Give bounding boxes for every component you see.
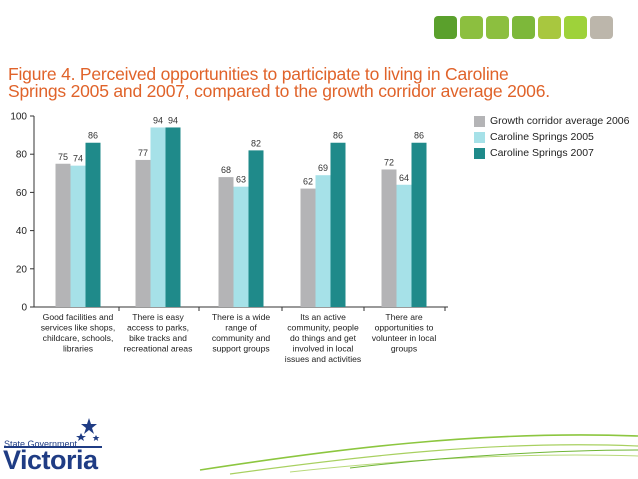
data-label: 86 <box>333 131 343 141</box>
legend-label: Caroline Springs 2007 <box>490 147 594 159</box>
bar <box>135 159 151 307</box>
data-label: 86 <box>414 131 424 141</box>
data-label: 64 <box>399 173 409 183</box>
bar <box>315 175 331 307</box>
bar <box>55 163 71 307</box>
y-tick-label: 40 <box>16 226 28 237</box>
data-label: 62 <box>303 177 313 187</box>
logo-rule <box>4 446 102 448</box>
category-label: recreational areas <box>124 344 193 354</box>
data-label: 94 <box>153 115 163 125</box>
bar <box>233 186 249 307</box>
figure-title-line-1: Figure 4. Perceived opportunities to par… <box>8 64 509 84</box>
decor-square <box>512 16 535 39</box>
legend-swatch <box>474 115 485 127</box>
figure-title: Figure 4. Perceived opportunities to par… <box>8 64 608 101</box>
category-label: volunteer in local <box>372 333 437 343</box>
bar <box>218 177 234 307</box>
decor-square <box>538 16 561 39</box>
data-label: 77 <box>138 148 148 158</box>
bar <box>411 142 427 307</box>
y-tick-label: 100 <box>10 112 27 123</box>
bar <box>300 188 316 307</box>
category-label: community and <box>212 333 270 343</box>
category-label: do things and get <box>290 333 357 343</box>
state-government-victoria-logo: State Government Victoria <box>3 413 103 475</box>
bar <box>150 127 166 308</box>
bar <box>330 142 346 307</box>
category-label: issues and activities <box>285 354 361 364</box>
legend-item: Growth corridor average 2006 <box>474 113 630 129</box>
y-tick-label: 0 <box>21 303 27 314</box>
legend-swatch <box>474 147 485 159</box>
bar <box>165 127 181 308</box>
data-label: 63 <box>236 175 246 185</box>
decor-square <box>564 16 587 39</box>
category-label: There are <box>385 312 422 322</box>
category-label: childcare, schools, <box>43 333 114 343</box>
data-label: 75 <box>58 152 68 162</box>
data-label: 69 <box>318 163 328 173</box>
category-label: There is a wide <box>212 312 270 322</box>
data-label: 86 <box>88 131 98 141</box>
decor-square <box>486 16 509 39</box>
data-label: 68 <box>221 165 231 175</box>
southern-cross-icon <box>76 418 100 441</box>
y-tick-label: 20 <box>16 264 28 275</box>
bar <box>70 165 86 307</box>
category-label: groups <box>391 344 417 354</box>
data-label: 74 <box>73 154 83 164</box>
legend-label: Caroline Springs 2005 <box>490 131 594 143</box>
category-label: There is easy <box>132 312 184 322</box>
legend-label: Growth corridor average 2006 <box>490 115 630 127</box>
decor-square <box>434 16 457 39</box>
y-tick-label: 80 <box>16 150 28 161</box>
decorative-squares <box>434 16 613 39</box>
category-label: libraries <box>63 344 93 354</box>
category-label: access to parks, <box>127 323 189 333</box>
figure-title-line-2: Springs 2005 and 2007, compared to the g… <box>8 81 550 101</box>
chart-legend: Growth corridor average 2006 Caroline Spr… <box>474 113 630 161</box>
logo-line-1: State Government <box>4 439 78 449</box>
category-label: community, people <box>287 323 359 333</box>
category-label: support groups <box>212 344 269 354</box>
y-tick-label: 60 <box>16 188 28 199</box>
bar-chart: 0 20 40 60 80 100 75 74 86 Good facilities andser… <box>10 112 448 364</box>
bar <box>381 169 397 307</box>
category-label: Good facilities and <box>43 312 114 322</box>
category-label: involved in local <box>293 344 354 354</box>
data-label: 82 <box>251 138 261 148</box>
legend-swatch <box>474 131 485 143</box>
category-label: services like shops, <box>41 323 116 333</box>
category-label: opportunities to <box>375 323 434 333</box>
data-label: 94 <box>168 115 178 125</box>
decorative-swooshes <box>199 434 638 475</box>
decor-square <box>590 16 613 39</box>
data-label: 72 <box>384 157 394 167</box>
bar <box>396 184 412 307</box>
category-label: range of <box>225 323 257 333</box>
legend-item: Caroline Springs 2007 <box>474 145 630 161</box>
category-label: bike tracks and <box>129 333 187 343</box>
legend-item: Caroline Springs 2005 <box>474 129 630 145</box>
logo-line-2: Victoria <box>3 445 98 475</box>
category-label: Its an active <box>300 312 346 322</box>
bar <box>85 142 101 307</box>
bar <box>248 150 264 307</box>
decor-square <box>460 16 483 39</box>
